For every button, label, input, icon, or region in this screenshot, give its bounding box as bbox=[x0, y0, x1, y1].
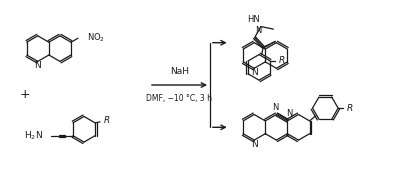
Text: HN: HN bbox=[247, 15, 259, 24]
Text: R: R bbox=[346, 104, 352, 113]
Text: N: N bbox=[250, 68, 257, 77]
Text: N: N bbox=[34, 61, 41, 70]
Text: N: N bbox=[250, 140, 257, 149]
Text: H$_2$N: H$_2$N bbox=[24, 129, 43, 142]
Text: NaH: NaH bbox=[170, 67, 188, 76]
Text: N: N bbox=[255, 26, 261, 35]
Text: N: N bbox=[271, 103, 278, 112]
Text: +: + bbox=[20, 88, 30, 101]
Text: R: R bbox=[104, 116, 110, 125]
Text: N: N bbox=[285, 109, 292, 118]
Text: NO$_2$: NO$_2$ bbox=[87, 31, 104, 44]
Text: DMF, −10 °C, 3 h: DMF, −10 °C, 3 h bbox=[146, 94, 212, 103]
Text: R: R bbox=[278, 56, 285, 65]
